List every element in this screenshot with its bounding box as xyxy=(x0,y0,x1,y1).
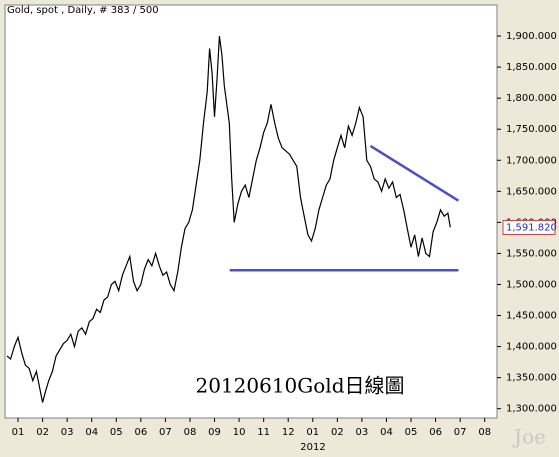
x-year-label: 2012 xyxy=(300,442,325,453)
x-tick-label: 05 xyxy=(405,427,418,438)
x-tick-label: 01 xyxy=(306,427,319,438)
x-tick-label: 11 xyxy=(257,427,270,438)
chart-title: Gold, spot , Daily, # 383 / 500 xyxy=(7,5,159,16)
x-tick-label: 05 xyxy=(110,427,123,438)
annotation: 20120610Gold日線圖 xyxy=(195,374,404,398)
x-tick-label: 04 xyxy=(380,427,393,438)
x-tick-label: 12 xyxy=(282,427,295,438)
y-tick-label: 1,450.000 xyxy=(506,311,557,322)
x-tick-label: 04 xyxy=(85,427,98,438)
x-tick-label: 06 xyxy=(429,427,442,438)
x-tick-label: 08 xyxy=(478,427,491,438)
x-tick-label: 02 xyxy=(331,427,344,438)
y-tick-label: 1,900.000 xyxy=(506,31,557,42)
plot-area xyxy=(4,4,498,419)
x-tick-label: 03 xyxy=(61,427,74,438)
y-tick-label: 1,850.000 xyxy=(506,62,557,73)
y-tick-label: 1,700.000 xyxy=(506,155,557,166)
y-tick-label: 1,550.000 xyxy=(506,248,557,259)
y-tick-label: 1,500.000 xyxy=(506,279,557,290)
current-price-box xyxy=(502,219,556,235)
x-tick-label: 07 xyxy=(454,427,467,438)
watermark: Joe xyxy=(512,425,546,449)
trend-line xyxy=(369,144,460,202)
x-tick-label: 08 xyxy=(184,427,197,438)
x-tick-label: 02 xyxy=(36,427,49,438)
x-tick-label: 10 xyxy=(233,427,246,438)
y-tick-label: 1,650.000 xyxy=(506,186,557,197)
x-tick-label: 06 xyxy=(134,427,147,438)
x-tick-label: 07 xyxy=(159,427,172,438)
y-tick-label: 1,400.000 xyxy=(506,342,557,353)
x-tick-label: 01 xyxy=(12,427,25,438)
price-line xyxy=(6,36,451,403)
y-tick-label: 1,750.000 xyxy=(506,124,557,135)
current-price-label: 1,591.820 xyxy=(506,222,557,233)
y-tick-label: 1,800.000 xyxy=(506,93,557,104)
y-tick-label: 1,300.000 xyxy=(506,404,557,415)
x-tick-label: 09 xyxy=(208,427,221,438)
x-tick-label: 03 xyxy=(356,427,369,438)
y-tick-label: 1,350.000 xyxy=(506,373,557,384)
